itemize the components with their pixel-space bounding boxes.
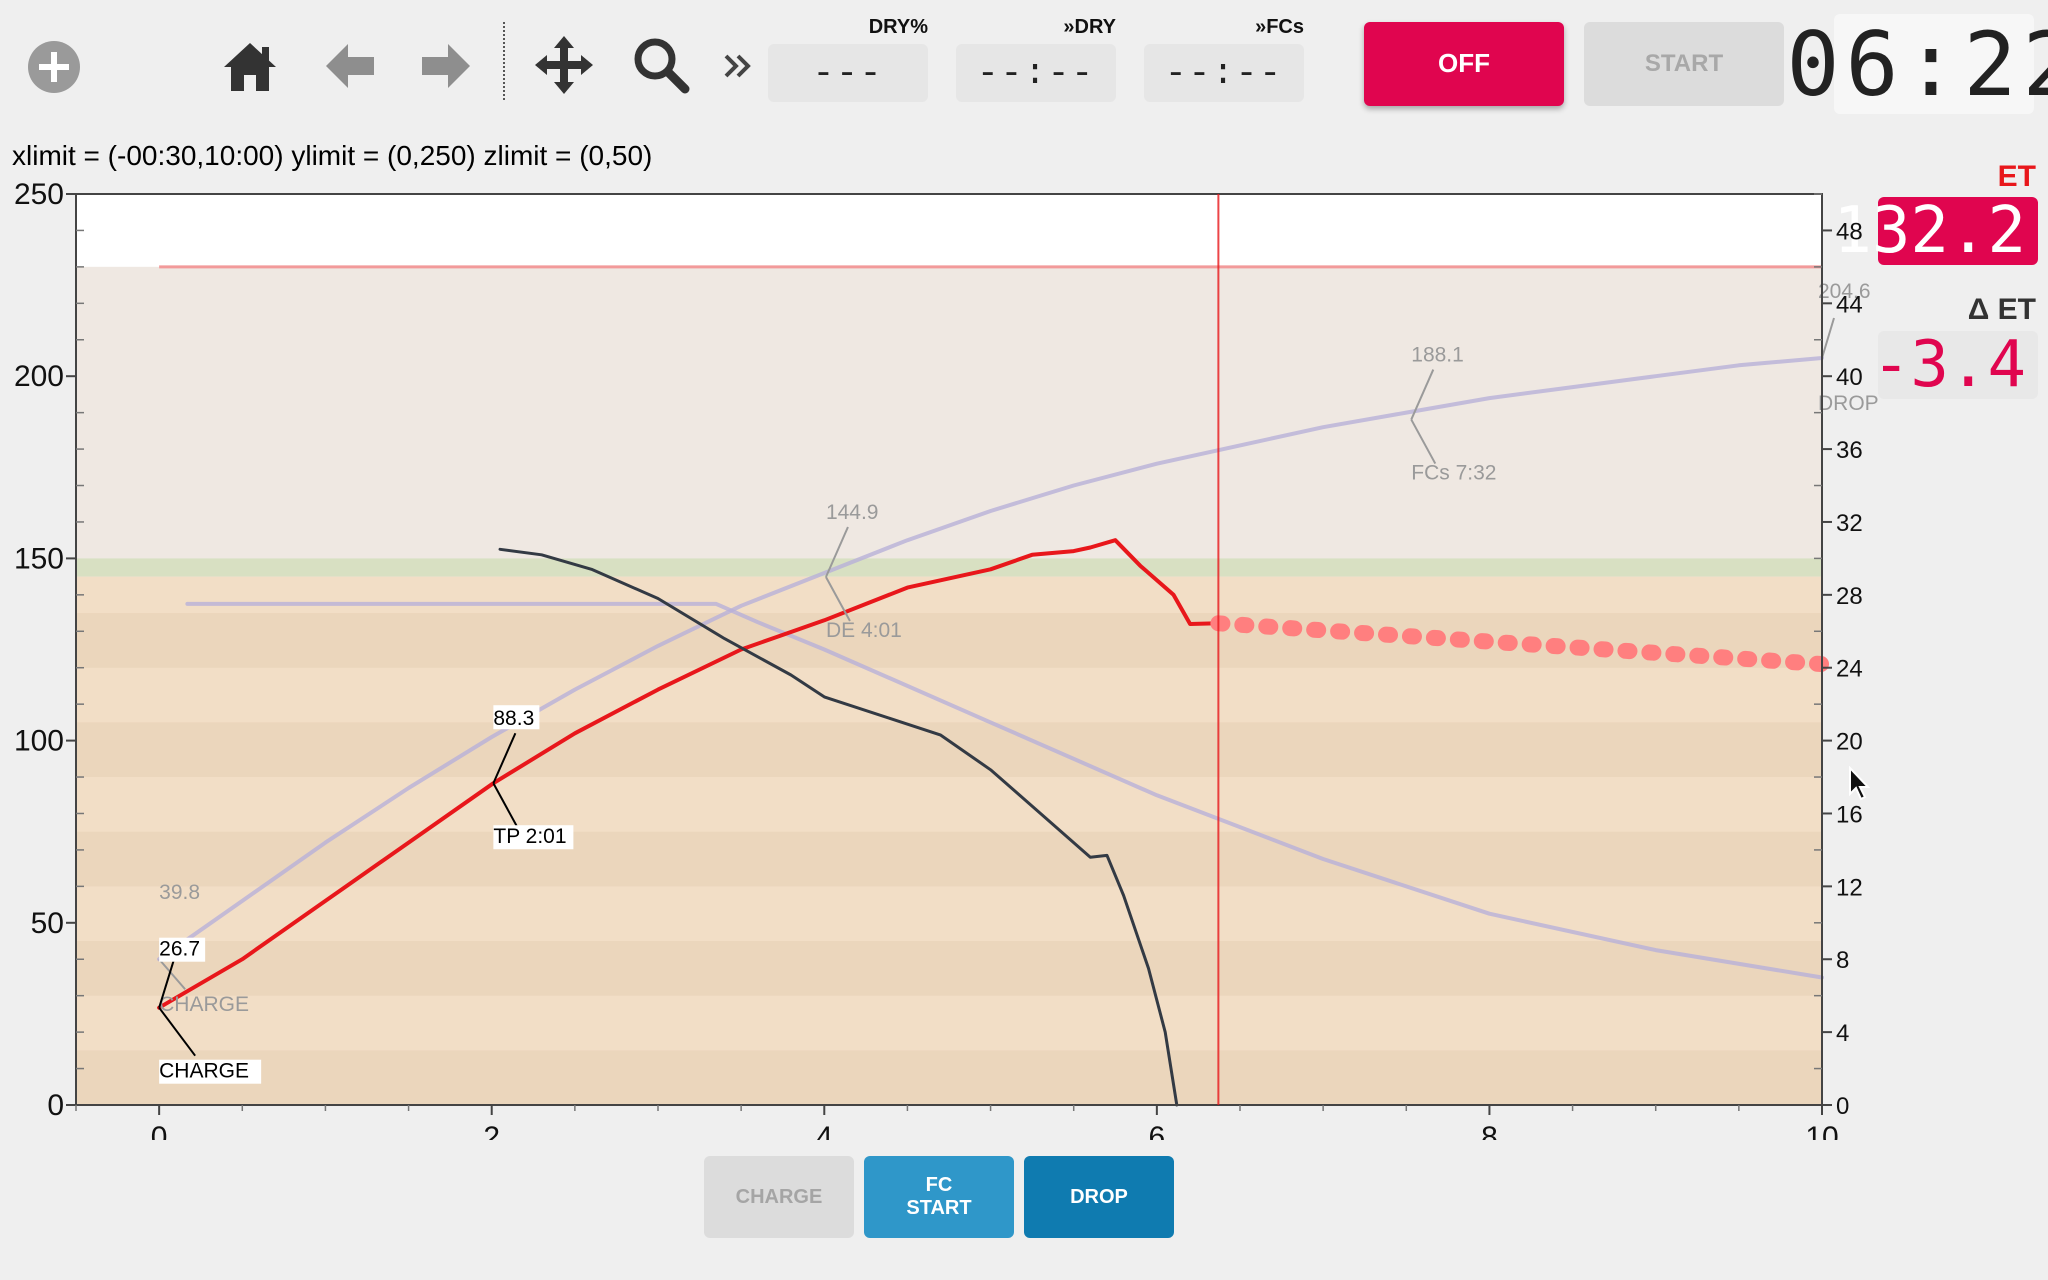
annotation-leader [825, 576, 851, 622]
annotation-label-1: CHARGE [159, 1060, 249, 1083]
delta-et-readout: -3.4 [1872, 328, 2038, 402]
off-button[interactable]: OFF [1364, 22, 1564, 106]
x-tick-label: 6 [1149, 1121, 1166, 1140]
annotation-value-0: 39.8 [159, 881, 200, 904]
et-readout: 132.2 [1833, 194, 2038, 268]
forward-arrow-icon[interactable] [416, 38, 476, 94]
y-tick-label: 200 [14, 360, 64, 393]
annotation-label-bg [493, 825, 574, 850]
y-tick-label: 100 [14, 725, 64, 758]
annotation-leader [825, 526, 849, 578]
charge-button[interactable]: CHARGE [704, 1156, 854, 1238]
plot-frame [75, 193, 1823, 1106]
phase-value-dry-percent: --- [768, 44, 928, 102]
expand-icon[interactable] [720, 48, 756, 84]
start-button[interactable]: START [1584, 22, 1784, 106]
annotation-label-5: DROP [1818, 392, 1879, 415]
y-tick-label: 0 [47, 1089, 64, 1122]
annotation-value-1: 26.7 [159, 938, 200, 961]
annotation-leader [158, 958, 186, 990]
et-label: ET [1997, 160, 2036, 193]
fc-start-line1: FC [925, 1174, 953, 1196]
annotation-value-4: 188.1 [1411, 344, 1464, 367]
mouse-cursor-icon [1846, 764, 1872, 804]
z-tick-label: 48 [1836, 218, 1863, 245]
z-tick-label: 16 [1836, 801, 1863, 828]
band-stripe [76, 831, 1822, 887]
z-tick-label: 24 [1836, 656, 1863, 683]
roast-timer: 06:22 [1787, 13, 2048, 116]
annotation-leader [492, 782, 519, 828]
y-tick-label: 150 [14, 542, 64, 575]
pan-icon[interactable] [532, 32, 596, 98]
x-tick-label: 2 [483, 1121, 500, 1140]
z-tick-label: 32 [1836, 510, 1863, 537]
roast-chart[interactable]: 39.8 CHARGE 26.7 CHARGE 88.3 TP 2:01 144.9 DE 4… [0, 180, 1880, 1140]
add-icon[interactable] [22, 35, 86, 99]
annotation-leader [1410, 419, 1437, 465]
delta-et-label: Δ ET [1967, 293, 2036, 326]
annotation-leader [158, 1007, 196, 1057]
annotation-value-2: 88.3 [493, 707, 534, 730]
phase-band-2 [76, 558, 1822, 577]
annotation-label-3: DE 4:01 [826, 619, 902, 642]
annotation-value-bg [159, 937, 206, 962]
z-tick-label: 36 [1836, 437, 1863, 464]
annotation-label-bg [159, 1059, 262, 1084]
x-tick-label: 10 [1805, 1121, 1838, 1140]
z-tick-label: 28 [1836, 583, 1863, 610]
phase-band-0 [76, 194, 1822, 267]
z-tick-label: 8 [1836, 947, 1849, 974]
band-stripe [76, 941, 1822, 996]
annotation-leader [158, 955, 177, 1008]
fc-start-line2: START [906, 1197, 972, 1219]
z-tick-label: 44 [1836, 291, 1863, 318]
fc-start-button[interactable]: FC START [864, 1156, 1014, 1238]
annotation-leader [1821, 317, 1835, 359]
annotation-value-3: 144.9 [826, 501, 879, 524]
phase-value-to-dry: --:-- [956, 44, 1116, 102]
phase-band-1 [76, 266, 1822, 559]
z-tick-label: 20 [1836, 729, 1863, 756]
limits-text: xlimit = (-00:30,10:00) ylimit = (0,250)… [12, 140, 653, 171]
z-tick-label: 0 [1836, 1093, 1849, 1120]
et-line [157, 538, 1221, 1010]
y-tick-label: 50 [31, 907, 64, 940]
home-icon[interactable] [220, 36, 280, 98]
background-et-line [157, 356, 1824, 962]
annotation-label-0: CHARGE [159, 993, 249, 1016]
annotation-value-5: 204.6 [1818, 280, 1871, 303]
annotation-leader [492, 732, 517, 784]
phase-band-3 [76, 576, 1822, 1105]
toolbar-divider [503, 22, 505, 100]
annotation-value-bg [493, 705, 540, 730]
background-ror-line [185, 601, 1824, 980]
annotation-label-2: TP 2:01 [493, 825, 566, 848]
et-projection-line [1210, 615, 1830, 673]
phase-label-to-dry: »DRY [1063, 16, 1116, 38]
phase-label-dry-percent: DRY% [868, 16, 928, 38]
band-stripe [76, 722, 1822, 778]
zoom-icon[interactable] [630, 34, 692, 96]
phase-value-to-fcs: --:-- [1144, 44, 1304, 102]
ror-line [498, 547, 1179, 1107]
x-tick-label: 4 [816, 1121, 833, 1140]
annotation-label-4: FCs 7:32 [1411, 462, 1496, 485]
phase-label-to-fcs: »FCs [1255, 16, 1304, 38]
band-stripe [76, 1050, 1822, 1105]
y-tick-label: 250 [14, 180, 64, 211]
annotation-leader [1410, 369, 1435, 420]
x-tick-label: 0 [151, 1121, 168, 1140]
z-tick-label: 12 [1836, 874, 1863, 901]
z-tick-label: 4 [1836, 1020, 1849, 1047]
z-tick-label: 40 [1836, 364, 1863, 391]
drop-button[interactable]: DROP [1024, 1156, 1174, 1238]
x-tick-label: 8 [1481, 1121, 1498, 1140]
back-arrow-icon[interactable] [320, 38, 380, 94]
